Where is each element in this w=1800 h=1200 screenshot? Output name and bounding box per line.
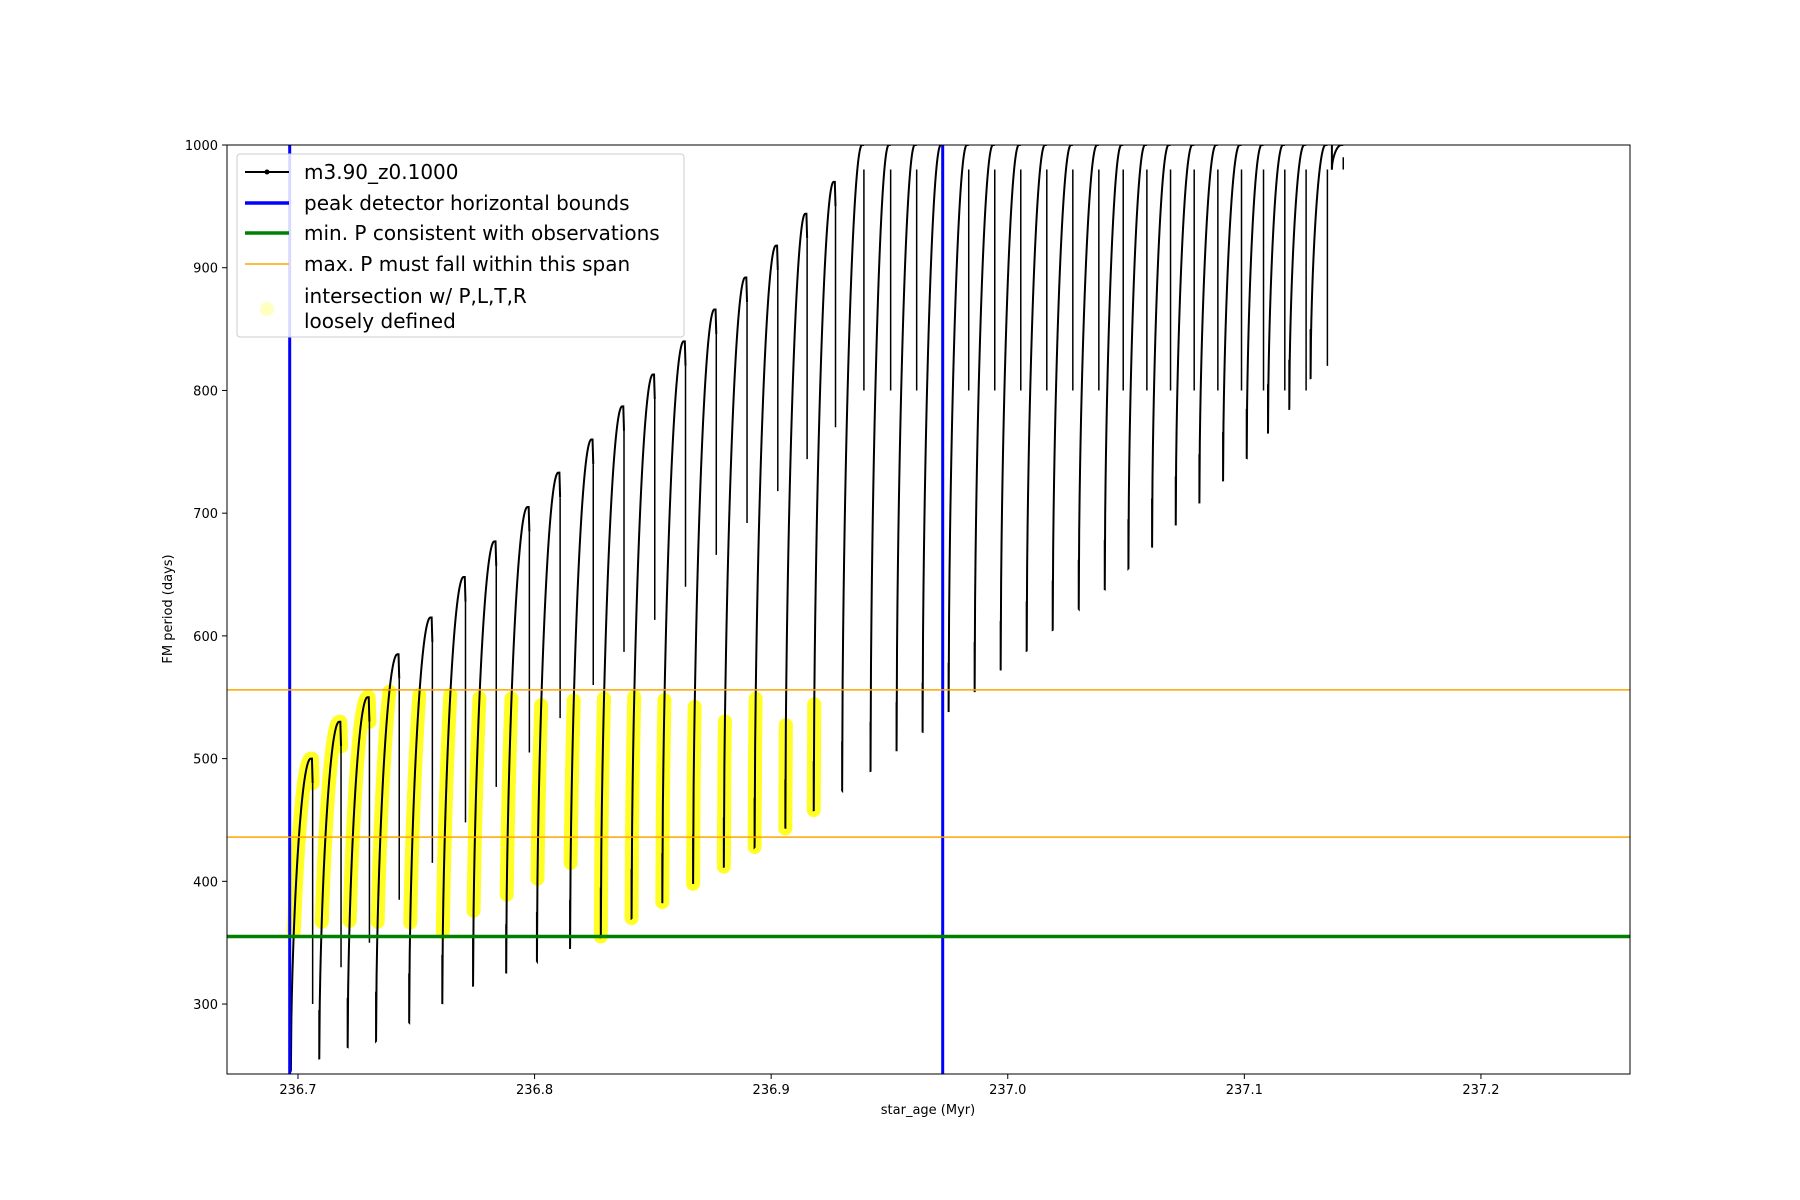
- period-pulse: [535, 471, 562, 962]
- legend-label: intersection w/ P,L,T,R: [304, 284, 527, 308]
- x-tick-label: 237.2: [1462, 1083, 1499, 1098]
- period-pulse: [599, 405, 625, 939]
- period-pulse: [973, 145, 995, 693]
- y-tick-label: 600: [193, 630, 218, 645]
- y-axis-label: FM period (days): [161, 554, 176, 663]
- legend-marker: [264, 169, 270, 175]
- y-tick-label: 1000: [185, 139, 218, 154]
- period-pulse: [895, 145, 917, 752]
- period-pulse: [1174, 145, 1195, 526]
- period-pulse: [921, 145, 943, 734]
- period-pulse: [472, 540, 498, 988]
- period-pulse: [812, 180, 837, 812]
- period-pulse: [569, 438, 595, 950]
- period-pulse: [318, 720, 343, 1061]
- x-axis-label: star_age (Myr): [881, 1103, 975, 1118]
- legend-label: m3.90_z0.1000: [304, 160, 459, 184]
- legend-box: [236, 153, 685, 338]
- x-tick-label: 236.8: [516, 1083, 553, 1098]
- period-pulse: [947, 145, 969, 712]
- series-layer: [289, 145, 1344, 1072]
- period-pulse: [1198, 145, 1218, 504]
- y-tick-label: 700: [193, 507, 218, 522]
- period-pulse: [375, 653, 401, 1042]
- period-pulse: [753, 244, 779, 850]
- plot-frame: [226, 144, 1631, 1075]
- y-tick-label: 800: [193, 384, 218, 399]
- y-tick-label: 400: [193, 875, 218, 890]
- period-pulse: [661, 340, 687, 904]
- period-pulse: [1127, 145, 1147, 569]
- x-axis-ticks: 236.7 236.8 236.9 237.0 237.1 237.2: [279, 1074, 1500, 1098]
- legend-label: loosely defined: [304, 309, 456, 333]
- period-pulse: [1103, 145, 1124, 590]
- period-pulse: [1288, 145, 1307, 409]
- y-tick-label: 900: [193, 262, 218, 277]
- legend-label: peak detector horizontal bounds: [304, 191, 630, 215]
- legend-label: min. P consistent with observations: [304, 221, 660, 245]
- y-tick-label: 500: [193, 753, 218, 768]
- y-tick-label: 300: [193, 998, 218, 1013]
- period-pulse: [505, 506, 531, 974]
- period-pulse: [784, 212, 809, 829]
- legend-swatch: [260, 302, 274, 316]
- x-tick-label: 236.9: [753, 1083, 790, 1098]
- period-pulse: [1077, 145, 1099, 609]
- x-tick-label: 237.0: [989, 1083, 1026, 1098]
- legend-label: max. P must fall within this span: [304, 252, 630, 276]
- y-axis-ticks: 300 400 500 600 700 800 900 1000: [185, 139, 227, 1013]
- period-pulse: [408, 616, 434, 1024]
- period-pulse: [289, 757, 314, 1072]
- period-pulse: [692, 308, 718, 885]
- period-pulse: [999, 145, 1021, 671]
- period-pulse: [346, 696, 371, 1048]
- period-pulse: [441, 575, 467, 1005]
- x-tick-label: 237.1: [1226, 1083, 1263, 1098]
- period-pulse: [722, 276, 749, 868]
- x-tick-label: 236.7: [279, 1083, 316, 1098]
- period-pulse: [869, 145, 891, 773]
- period-pulse: [1267, 145, 1285, 434]
- period-pulse: [1151, 145, 1171, 548]
- period-pulse: [1309, 145, 1328, 379]
- period-pulse: [841, 145, 864, 794]
- highlight-layer: [286, 684, 822, 944]
- period-pulse: [1025, 145, 1047, 651]
- period-pulse: [1245, 145, 1264, 458]
- period-pulse: [1051, 145, 1073, 630]
- period-pulse: [1222, 145, 1242, 482]
